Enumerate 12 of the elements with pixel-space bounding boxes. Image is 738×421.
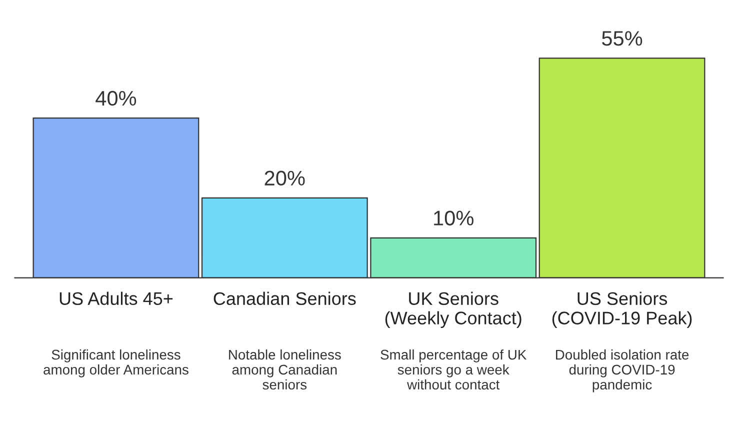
x-tick-label: US Seniors (COVID-19 Peak) <box>552 292 692 328</box>
x-tick-label: Canadian Seniors <box>214 292 356 306</box>
x-tick-label: UK Seniors (Weekly Contact) <box>385 292 522 328</box>
text: Significant loneliness among older Americans <box>44 349 188 378</box>
data-label: 40% <box>96 90 136 106</box>
data-label: 20% <box>264 170 305 186</box>
text: Notable loneliness among Canadian seniors <box>229 349 341 390</box>
data-label: 10% <box>434 210 474 226</box>
x-tick-label: US Adults 45+ <box>60 292 173 306</box>
text: Doubled isolation rate during COVID-19 pandemic <box>556 349 689 392</box>
data-label: 55% <box>602 31 642 46</box>
text: Small percentage of UK seniors go a week without contact <box>380 349 527 390</box>
